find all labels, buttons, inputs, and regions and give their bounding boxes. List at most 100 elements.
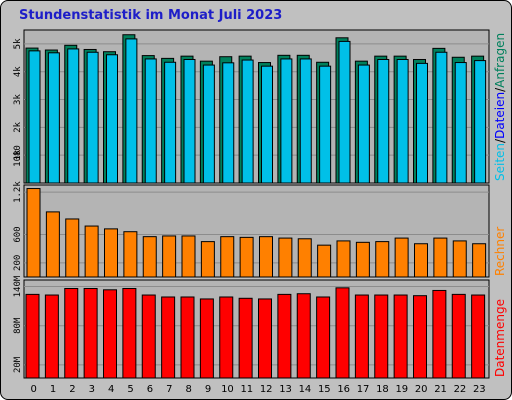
x-tick-label: 18 — [376, 384, 389, 395]
bar-kbytes — [432, 289, 447, 379]
right-label-kbytes: Datenmenge — [493, 299, 507, 377]
bar-pages — [435, 51, 448, 184]
bar-pages — [280, 58, 293, 184]
bar-pages — [338, 40, 351, 184]
bar-visits — [200, 241, 215, 278]
x-tick-label: 9 — [205, 384, 211, 395]
panel-kbytes: 20M 80M 140M — [13, 275, 490, 379]
bar-kbytes — [219, 296, 234, 379]
bar-visits — [259, 236, 273, 278]
mid-y-tick-label: 1.2k — [13, 181, 23, 203]
bar-visits — [45, 211, 60, 278]
x-tick-label: 23 — [473, 384, 486, 395]
top-y-tick-label: 3k — [13, 94, 23, 105]
bar-kbytes — [296, 293, 311, 379]
top-y-tick-label: 1080 — [13, 145, 23, 167]
x-tick-label: 6 — [147, 384, 153, 395]
x-tick-label: 13 — [279, 384, 292, 395]
x-tick-label: 20 — [415, 384, 428, 395]
bar-visits — [104, 228, 118, 278]
bar-visits — [336, 240, 351, 278]
bar-kbytes — [471, 294, 486, 379]
bar-pages — [28, 50, 41, 184]
bar-kbytes — [277, 293, 292, 379]
x-tick-label: 14 — [299, 384, 312, 395]
bar-visits — [433, 237, 448, 278]
right-label-top: Seiten/Dateien/Anfragen — [493, 33, 507, 181]
bar-pages — [357, 64, 370, 184]
chart-title: Stundenstatistik im Monat Juli 2023 — [19, 8, 282, 23]
label-sep-2: / — [493, 87, 507, 92]
bar-pages — [396, 58, 409, 184]
top-y-tick-label: 4k — [13, 66, 23, 77]
bar-visits — [317, 244, 332, 278]
bar-pages — [183, 58, 196, 184]
bar-kbytes — [141, 294, 156, 379]
x-tick-label: 8 — [186, 384, 192, 395]
bar-kbytes — [122, 287, 137, 379]
x-tick-label: 16 — [337, 384, 350, 395]
bar-pages — [106, 54, 118, 184]
label-sep-1: / — [493, 138, 507, 143]
bar-visits — [278, 237, 293, 278]
bar-pages — [299, 58, 312, 184]
x-tick-label: 0 — [31, 384, 37, 395]
x-axis-hours: 0 1 2 3 4 5 6 7 8 9 10 11 12 13 14 15 16 17 18 19 20 21 22 23 — [31, 384, 486, 395]
bar-pages — [86, 51, 99, 184]
x-tick-label: 5 — [127, 384, 133, 395]
x-tick-label: 11 — [240, 384, 253, 395]
bar-kbytes — [161, 296, 176, 379]
top-y-tick-label: 5k — [13, 38, 23, 49]
bar-kbytes — [335, 287, 350, 379]
bar-kbytes — [393, 294, 408, 379]
bar-kbytes — [64, 287, 79, 379]
x-tick-label: 15 — [318, 384, 331, 395]
bar-visits — [452, 240, 467, 278]
bar-visits — [239, 236, 254, 278]
x-tick-label: 12 — [260, 384, 273, 395]
panel-visits: 200 600 1.2k — [13, 181, 490, 278]
bar-visits — [297, 238, 312, 278]
x-tick-label: 1 — [50, 384, 56, 395]
bar-kbytes — [199, 298, 214, 379]
bar-kbytes — [238, 297, 253, 379]
bar-kbytes — [258, 298, 272, 379]
bar-visits — [414, 243, 428, 278]
bar-pages — [261, 65, 273, 184]
bar-kbytes — [103, 289, 117, 379]
bar-visits — [84, 225, 99, 278]
bar-visits — [26, 188, 41, 278]
bar-pages — [241, 59, 254, 184]
bar-kbytes — [354, 294, 369, 379]
x-tick-label: 4 — [108, 384, 114, 395]
bar-pages — [67, 48, 80, 184]
bar-visits — [142, 236, 157, 278]
bar-pages — [47, 52, 60, 184]
bar-pages — [144, 58, 157, 184]
x-tick-label: 10 — [221, 384, 234, 395]
bar-visits — [65, 218, 80, 278]
mid-y-tick-label: 600 — [13, 226, 23, 242]
bar-visits — [220, 236, 235, 278]
bot-y-tick-label: 140M — [13, 275, 23, 297]
bar-kbytes — [451, 293, 466, 379]
bar-visits — [162, 235, 177, 278]
bar-visits — [181, 235, 196, 278]
bar-pages — [164, 61, 177, 184]
top-y-tick-label: 2k — [13, 121, 23, 132]
x-tick-label: 3 — [89, 384, 95, 395]
label-hits: Anfragen — [493, 33, 507, 88]
x-tick-label: 22 — [454, 384, 467, 395]
bot-y-tick-label: 80M — [13, 317, 23, 334]
label-pages: Seiten — [493, 143, 507, 181]
bar-kbytes — [413, 295, 427, 379]
bar-pages — [474, 60, 487, 184]
bar-kbytes — [83, 287, 98, 379]
bar-kbytes — [44, 294, 59, 379]
bar-pages — [377, 58, 390, 184]
bot-y-tick-label: 20M — [13, 356, 23, 373]
bar-pages — [202, 64, 215, 184]
bar-visits — [375, 241, 390, 278]
